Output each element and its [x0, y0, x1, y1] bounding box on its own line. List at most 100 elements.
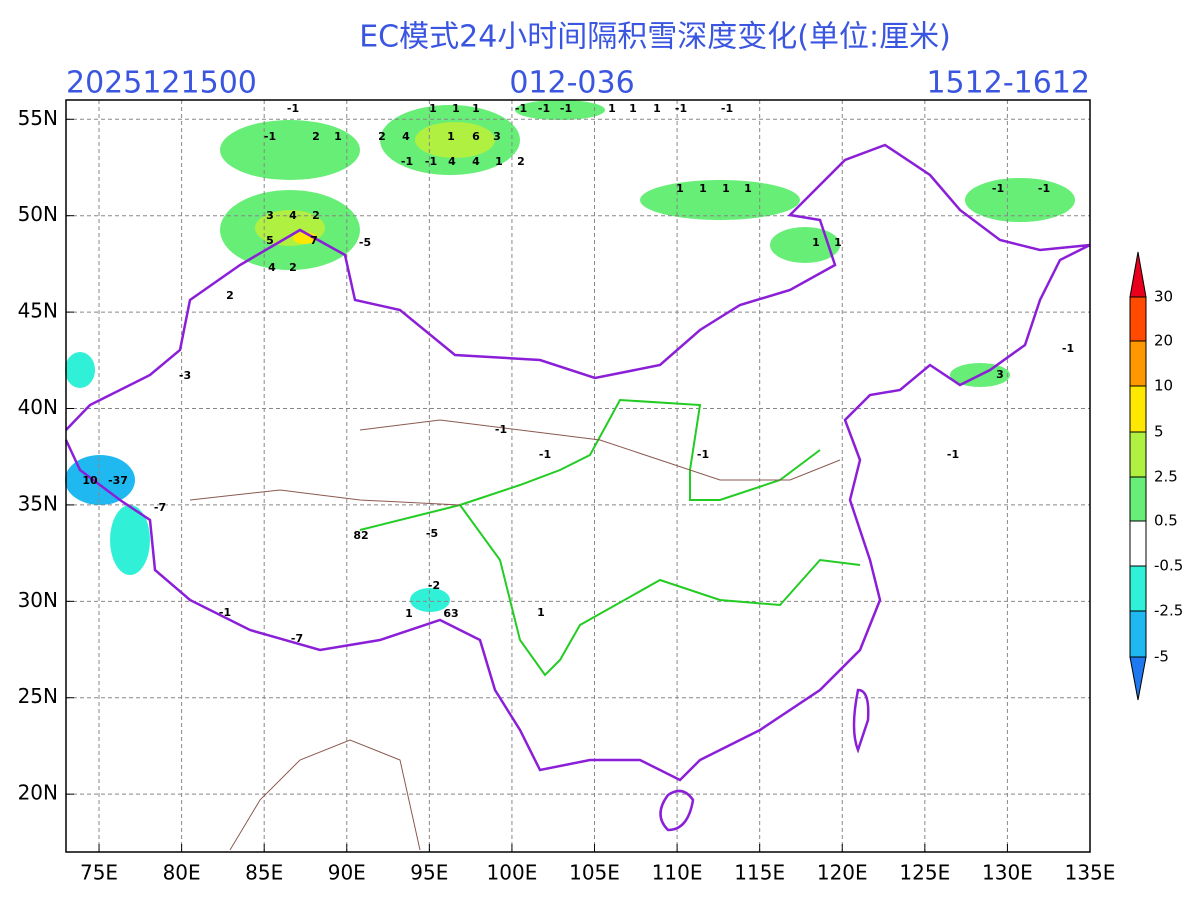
contour-label: 1	[676, 182, 684, 195]
valid-period: 1512-1612	[926, 66, 1090, 101]
title: EC模式24小时间隔积雪深度变化(单位:厘米)	[359, 20, 951, 55]
forecast-hours: 012-036	[509, 66, 634, 101]
contour-label: 1	[834, 236, 842, 249]
contour-label: -5	[426, 527, 438, 540]
lat-tick-label: 35N	[18, 491, 58, 515]
colorbar-box	[1129, 296, 1147, 342]
contour-label: 1	[699, 182, 707, 195]
contour-label: -7	[154, 501, 166, 514]
colorbar-label: 2.5	[1154, 468, 1178, 486]
colorbar-label: 10	[1154, 377, 1173, 395]
boundaries	[64, 143, 1091, 851]
contour-label: 2	[312, 130, 320, 143]
lat-tick-label: 20N	[18, 781, 58, 805]
snow-areas	[65, 100, 1075, 612]
map-frame	[65, 99, 1091, 853]
lon-tick-label: 125E	[899, 861, 950, 885]
contour-label: 1	[429, 102, 437, 115]
contour-label: 1	[722, 182, 730, 195]
contour-label: -1	[992, 182, 1004, 195]
colorbar-box	[1129, 476, 1147, 522]
contour-label: 7	[310, 234, 318, 247]
contour-label: -1	[425, 155, 437, 168]
contour-label: -1	[1062, 342, 1074, 355]
lon-tick-label: 80E	[163, 861, 201, 885]
contour-label: 1	[608, 102, 616, 115]
contour-label: 2	[378, 130, 386, 143]
contour-label: 2	[517, 155, 525, 168]
colorbar-box	[1129, 520, 1147, 567]
lon-tick-label: 90E	[328, 861, 366, 885]
colorbar-label: 20	[1154, 332, 1173, 350]
colorbar-label: 5	[1154, 423, 1164, 441]
contour-label: 1	[537, 606, 545, 619]
contour-label: -1	[675, 102, 687, 115]
colorbar-label: -0.5	[1154, 557, 1183, 575]
init-time: 2025121500	[66, 66, 257, 101]
lon-tick-label: 75E	[80, 861, 118, 885]
contour-label: 4	[472, 155, 480, 168]
contour-label: -5	[359, 236, 371, 249]
lat-tick-label: 50N	[18, 202, 58, 226]
contour-label: 1	[653, 102, 661, 115]
colorbar-arrow	[1129, 251, 1147, 298]
contour-label: 82	[353, 529, 368, 542]
lat-tick-label: 25N	[18, 684, 58, 708]
contour-label: -1	[538, 102, 550, 115]
contour-label: -1	[721, 102, 733, 115]
colorbar-box	[1129, 340, 1147, 387]
lat-tick-label: 40N	[18, 395, 58, 419]
contour-label: 1	[405, 607, 413, 620]
lon-tick-label: 105E	[569, 861, 620, 885]
colorbar-label: -2.5	[1154, 602, 1183, 620]
lon-tick-label: 115E	[734, 861, 785, 885]
lon-tick-label: 100E	[487, 861, 538, 885]
contour-label: 4	[268, 261, 276, 274]
contour-label: -2	[428, 579, 440, 592]
contour-label: 1	[495, 155, 503, 168]
contour-label: -1	[697, 448, 709, 461]
contour-label: -1	[264, 130, 276, 143]
contour-label: 2	[289, 261, 297, 274]
contour-label: 1	[812, 236, 820, 249]
contour-label: 1	[334, 130, 342, 143]
lon-tick-label: 85E	[245, 861, 283, 885]
contour-label: 4	[448, 155, 456, 168]
colorbar-label: 30	[1154, 288, 1173, 306]
contour-label: 1	[744, 182, 752, 195]
contour-label: 1	[447, 130, 455, 143]
contour-label: -1	[495, 423, 507, 436]
contour-label: -37	[108, 474, 128, 487]
contour-label: 1	[452, 102, 460, 115]
contour-label: -1	[219, 606, 231, 619]
lon-tick-label: 120E	[817, 861, 868, 885]
contour-label: -1	[401, 155, 413, 168]
lon-tick-label: 110E	[652, 861, 703, 885]
contour-label: 3	[996, 368, 1004, 381]
contour-label: 1	[472, 102, 480, 115]
colorbar-arrow	[1129, 656, 1147, 701]
colorbar-box	[1129, 385, 1147, 433]
contour-label: 4	[402, 130, 410, 143]
lat-tick-label: 30N	[18, 588, 58, 612]
contour-label: 2	[226, 289, 234, 302]
lon-tick-label: 135E	[1065, 861, 1116, 885]
contour-label: 3	[266, 209, 274, 222]
contour-label: 10	[82, 474, 98, 487]
lat-tick-label: 55N	[18, 106, 58, 130]
contour-label: 3	[493, 130, 501, 143]
contour-label: -1	[947, 448, 959, 461]
colorbar-box	[1129, 565, 1147, 612]
contour-label: 6	[472, 130, 480, 143]
contour-label: -1	[287, 102, 299, 115]
contour-label: 2	[312, 209, 320, 222]
contour-label: 63	[443, 607, 458, 620]
contour-label: -1	[515, 102, 527, 115]
colorbar-box	[1129, 610, 1147, 658]
contour-label: -1	[1038, 182, 1050, 195]
colorbar-label: -5	[1154, 648, 1169, 666]
contour-label: -1	[539, 448, 551, 461]
contour-label: 5	[266, 234, 274, 247]
colorbar-box	[1129, 431, 1147, 478]
